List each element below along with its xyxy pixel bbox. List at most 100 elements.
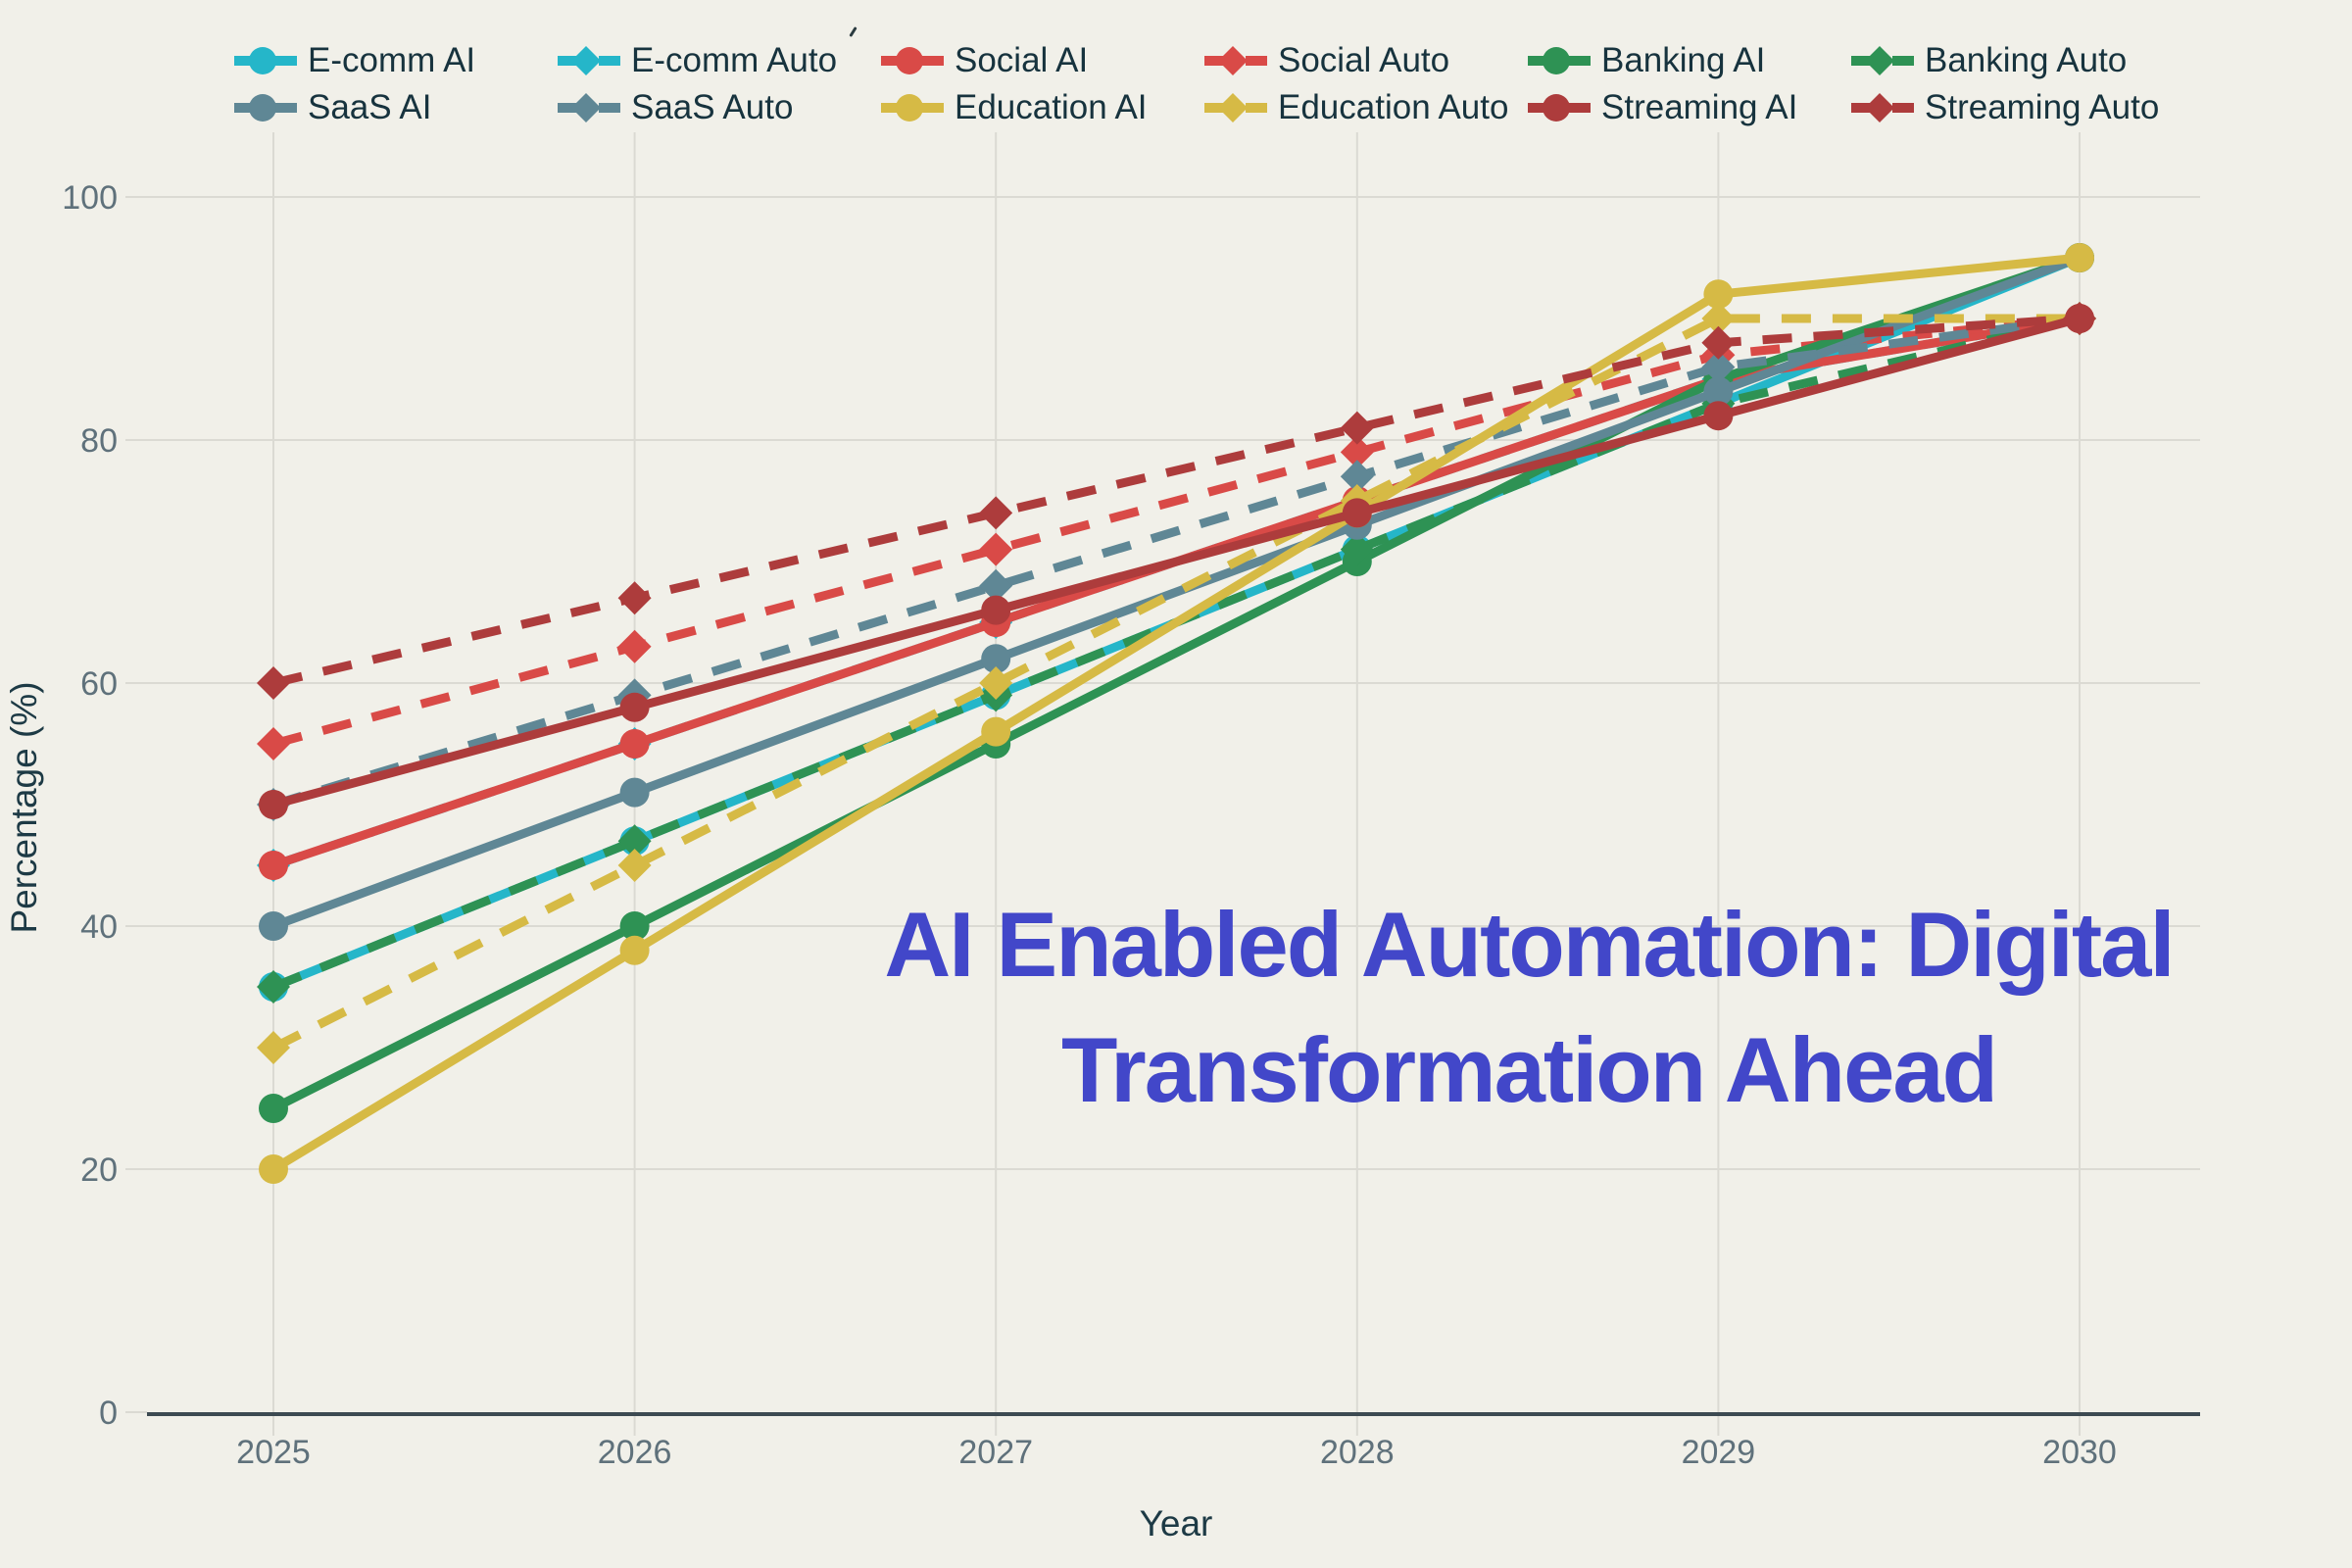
legend-swatch-dashed (1851, 46, 1914, 75)
legend-item-banking-auto[interactable]: Banking Auto (1850, 41, 2127, 80)
legend-item-education-auto[interactable]: Education Auto (1203, 88, 1508, 127)
diamond-marker-icon (1865, 46, 1894, 75)
marker-education-auto-2027 (979, 666, 1013, 700)
marker-streaming-auto-2027 (979, 496, 1013, 530)
marker-banking-auto-2028 (1340, 532, 1374, 566)
series-line-streaming-auto (271, 314, 2081, 688)
chart-title-line1: AI Enabled Automation: Digital (884, 893, 2175, 996)
series-line-saas-auto (271, 314, 2081, 809)
y-tick-label-40: 40 (80, 908, 118, 946)
circle-marker-icon (249, 47, 276, 74)
circle-marker-icon (896, 47, 923, 74)
marker-streaming-auto-2030 (2063, 302, 2096, 335)
legend-item-saas-ai[interactable]: SaaS AI (233, 88, 431, 127)
marker-education-ai-2025 (259, 1154, 288, 1184)
marker-banking-auto-2025 (257, 970, 290, 1004)
marker-saas-auto-2029 (1701, 350, 1736, 384)
circle-marker-icon (896, 94, 923, 122)
marker-education-auto-2026 (617, 849, 652, 882)
diamond-marker-icon (1865, 93, 1894, 122)
legend-item-education-ai[interactable]: Education AI (880, 88, 1148, 127)
marker-streaming-ai-2025 (259, 790, 288, 819)
legend-label: Social Auto (1278, 41, 1450, 79)
legend-swatch-solid (234, 47, 297, 74)
marker-social-ai-2026 (619, 729, 650, 759)
marker-banking-auto-2026 (617, 824, 652, 858)
marker-streaming-auto-2026 (617, 581, 652, 615)
legend-item-social-auto[interactable]: Social Auto (1203, 41, 1449, 80)
series-line-social-auto (271, 314, 2081, 749)
marker-social-auto-2025 (257, 727, 290, 760)
marker-education-ai-2030 (2065, 243, 2094, 272)
marker-social-auto-2028 (1340, 435, 1374, 469)
marker-streaming-auto-2028 (1340, 411, 1374, 445)
marker-education-auto-2029 (1701, 302, 1736, 335)
marker-education-ai-2027 (981, 716, 1011, 747)
legend-swatch-solid (881, 94, 944, 122)
marker-social-ai-2025 (259, 851, 288, 880)
marker-saas-ai-2025 (259, 911, 288, 941)
legend-item-streaming-ai[interactable]: Streaming AI (1527, 88, 1797, 127)
x-axis-label: Year (1139, 1503, 1213, 1544)
legend-label: Banking AI (1601, 41, 1766, 79)
circle-marker-icon (249, 94, 276, 122)
diamond-marker-icon (571, 46, 601, 75)
marker-banking-ai-2026 (619, 911, 650, 941)
legend-item-e-comm-ai[interactable]: E-comm AI (233, 41, 475, 80)
marker-banking-ai-2025 (259, 1094, 288, 1123)
legend-label: SaaS Auto (631, 88, 794, 126)
legend-label: Social AI (955, 41, 1089, 79)
x-tick-label-2026: 2026 (598, 1434, 672, 1471)
x-tick-label-2029: 2029 (1682, 1434, 1756, 1471)
marker-saas-ai-2026 (619, 777, 650, 808)
x-tick-label-2027: 2027 (958, 1434, 1033, 1471)
legend-label: Education Auto (1278, 88, 1509, 126)
legend-swatch-solid (1528, 47, 1591, 74)
y-axis-label: Percentage (%) (4, 681, 44, 934)
legend-label: E-comm Auto (631, 41, 838, 79)
y-tick-label-60: 60 (80, 665, 118, 703)
legend-label: Streaming Auto (1925, 88, 2160, 126)
y-tick-label-20: 20 (80, 1152, 118, 1189)
y-tick-label-0: 0 (99, 1395, 118, 1432)
legend-label: SaaS AI (308, 88, 432, 126)
series-line-banking-ai (270, 253, 2082, 1113)
marker-social-auto-2026 (617, 629, 652, 663)
marker-streaming-auto-2025 (257, 666, 290, 700)
x-tick-label-2028: 2028 (1320, 1434, 1395, 1471)
marker-education-ai-2029 (1703, 279, 1734, 310)
marker-saas-ai-2027 (981, 644, 1011, 674)
legend-item-streaming-auto[interactable]: Streaming Auto (1850, 88, 2159, 127)
legend-swatch-dashed (1204, 93, 1267, 122)
diamond-marker-icon (1218, 93, 1248, 122)
legend-label: Streaming AI (1601, 88, 1798, 126)
marker-education-ai-2026 (619, 935, 650, 965)
legend-item-saas-auto[interactable]: SaaS Auto (557, 88, 793, 127)
legend: E-comm AI E-comm Auto Social AI Social Auto… (0, 0, 2352, 137)
legend-label: Banking Auto (1925, 41, 2128, 79)
chart-title: AI Enabled Automation: Digital Transform… (774, 882, 2283, 1133)
y-tick-label-80: 80 (80, 422, 118, 460)
legend-swatch-solid (881, 47, 944, 74)
legend-item-social-ai[interactable]: Social AI (880, 41, 1088, 80)
marker-saas-auto-2027 (979, 568, 1013, 603)
y-tick-label-100: 100 (62, 179, 118, 217)
series-line-saas-ai (271, 253, 2082, 931)
marker-streaming-ai-2029 (1703, 401, 1734, 431)
legend-swatch-solid (234, 94, 297, 122)
marker-saas-ai-2029 (1703, 376, 1734, 407)
marker-saas-auto-2028 (1340, 460, 1374, 494)
legend-swatch-dashed (1204, 46, 1267, 75)
marker-education-auto-2025 (257, 1031, 290, 1064)
series-line-education-ai (270, 253, 2081, 1173)
circle-marker-icon (1543, 94, 1570, 122)
legend-swatch-dashed (1851, 93, 1914, 122)
x-tick-label-2030: 2030 (2042, 1434, 2117, 1471)
chart-title-line2: Transformation Ahead (1060, 1018, 1998, 1121)
legend-item-banking-ai[interactable]: Banking AI (1527, 41, 1765, 80)
legend-item-e-comm-auto[interactable]: E-comm Auto (557, 41, 837, 80)
legend-swatch-dashed (558, 93, 620, 122)
circle-marker-icon (1543, 47, 1570, 74)
